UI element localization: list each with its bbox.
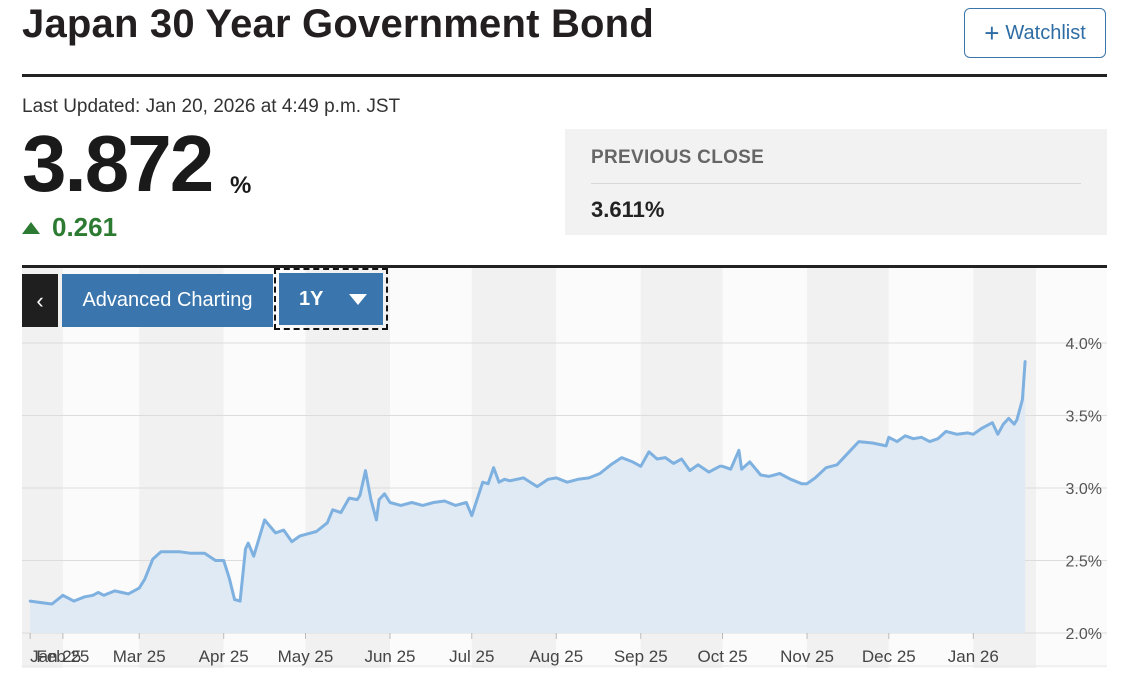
y-tick-label: 3.0% bbox=[1066, 481, 1102, 498]
chart-divider bbox=[22, 265, 1107, 268]
x-tick-label: Mar 25 bbox=[113, 647, 166, 666]
x-tick-label: Jul 25 bbox=[449, 647, 494, 666]
page-title: Japan 30 Year Government Bond bbox=[22, 2, 654, 46]
x-tick-label: Jun 25 bbox=[364, 647, 415, 666]
x-tick-label: Dec 25 bbox=[862, 647, 916, 666]
back-button[interactable]: ‹ bbox=[22, 274, 58, 327]
current-price: 3.872 bbox=[22, 119, 214, 208]
previous-close-panel: PREVIOUS CLOSE 3.611% bbox=[565, 129, 1107, 235]
x-tick-label: Sep 25 bbox=[614, 647, 668, 666]
x-tick-label: Aug 25 bbox=[529, 647, 583, 666]
x-tick-label: Nov 25 bbox=[780, 647, 834, 666]
price-change: 0.261 bbox=[22, 212, 117, 243]
range-selector[interactable]: 1Y bbox=[274, 268, 388, 330]
y-tick-label: 2.0% bbox=[1066, 626, 1102, 643]
x-tick-label: Feb 25 bbox=[36, 647, 89, 666]
y-tick-label: 4.0% bbox=[1066, 336, 1102, 353]
watchlist-button[interactable]: + Watchlist bbox=[964, 8, 1106, 58]
plus-icon: + bbox=[984, 18, 1000, 48]
watchlist-label: Watchlist bbox=[1005, 21, 1086, 44]
previous-close-value: 3.611% bbox=[591, 197, 665, 222]
series-line bbox=[28, 360, 1027, 606]
previous-close-divider bbox=[591, 183, 1081, 184]
price-unit: % bbox=[230, 172, 252, 199]
x-tick-label: Jan 26 bbox=[948, 647, 999, 666]
chevron-left-icon: ‹ bbox=[36, 287, 44, 313]
up-arrow-icon bbox=[22, 221, 40, 234]
x-tick-label: May 25 bbox=[278, 647, 334, 666]
x-tick-label: Apr 25 bbox=[199, 647, 249, 666]
caret-down-icon bbox=[349, 293, 367, 305]
previous-close-label: PREVIOUS CLOSE bbox=[591, 147, 765, 168]
x-tick-label: Oct 25 bbox=[697, 647, 747, 666]
y-tick-label: 2.5% bbox=[1066, 554, 1102, 571]
last-updated: Last Updated: Jan 20, 2026 at 4:49 p.m. … bbox=[22, 96, 401, 117]
advanced-charting-button[interactable]: Advanced Charting bbox=[62, 274, 273, 327]
range-label: 1Y bbox=[299, 287, 324, 310]
x-tick-label: Jan 25 bbox=[30, 647, 81, 666]
y-tick-label: 3.5% bbox=[1066, 409, 1102, 426]
series-area bbox=[30, 361, 1026, 633]
header-divider bbox=[22, 74, 1107, 77]
price-change-value: 0.261 bbox=[52, 212, 118, 242]
